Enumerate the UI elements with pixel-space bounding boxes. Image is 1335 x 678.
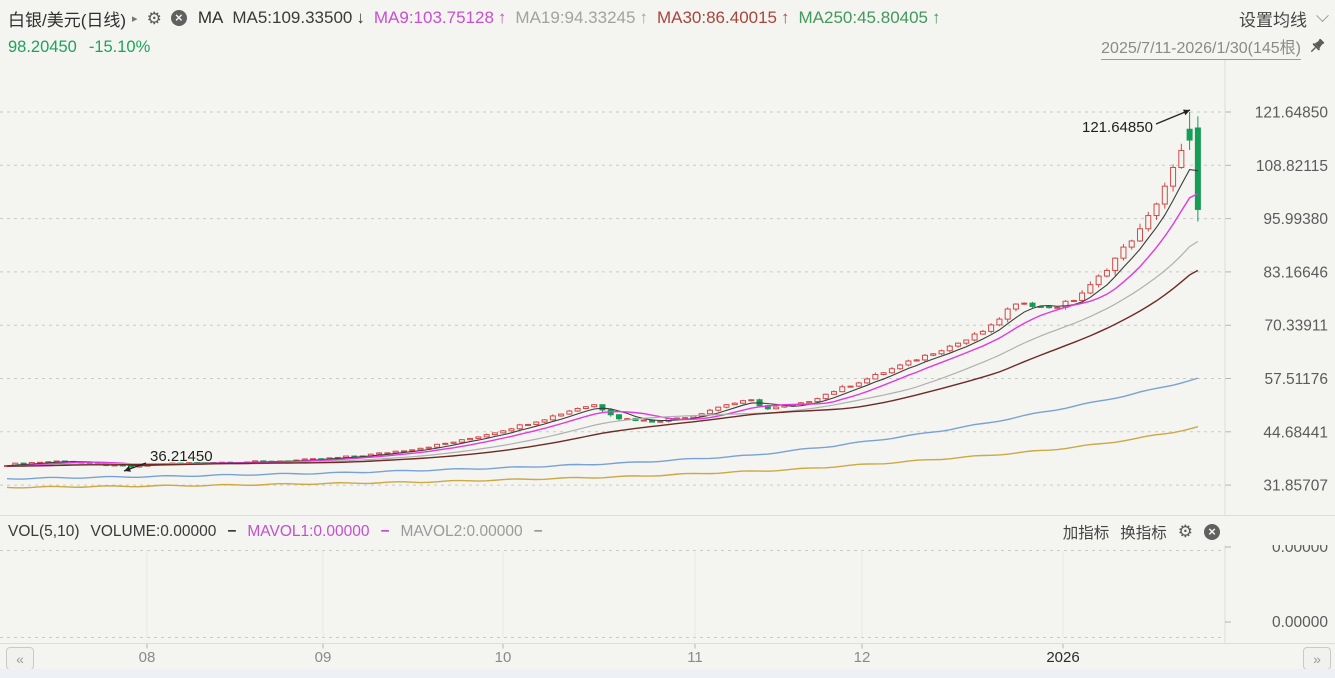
svg-text:121.64850: 121.64850 (1082, 119, 1153, 136)
vol-indicator-label: VOL(5,10) (8, 522, 80, 540)
svg-text:0.00000: 0.00000 (1272, 614, 1328, 631)
volume-close-icon[interactable]: × (1204, 523, 1220, 540)
volume-gear-icon[interactable]: ⚙ (1177, 522, 1193, 541)
ma-settings-button[interactable]: 设置均线 (1239, 10, 1307, 30)
svg-text:44.68441: 44.68441 (1263, 424, 1328, 441)
ma19-legend: MA19:94.33245 ↑ (515, 8, 648, 28)
svg-text:70.33911: 70.33911 (1265, 318, 1329, 335)
volume-header: VOL(5,10) VOLUME:0.00000 − MAVOL1:0.0000… (8, 518, 1220, 545)
add-indicator-button[interactable]: 加指标 (1062, 524, 1110, 542)
svg-text:12: 12 (854, 649, 871, 666)
volume-pane[interactable]: 08 09 10 11 12 2026 0.00000 0.00000 (0, 545, 1335, 678)
pin-icon[interactable] (1307, 37, 1327, 57)
candlestick-chart[interactable]: 121.64850 108.82115 95.99380 83.16646 70.339… (0, 60, 1335, 515)
ma30-value: MA30:86.40015 (656, 8, 778, 27)
ma19-value: MA19:94.33245 (515, 8, 636, 27)
ma5-value: MA5:109.33500 (232, 8, 353, 27)
chevron-down-icon[interactable] (1316, 8, 1329, 22)
visible-date-range[interactable]: 2025/7/11-2026/1/30(145根) (1101, 34, 1301, 60)
ma30-legend: MA30:86.40015 ↑ (657, 8, 790, 28)
volume-dash-icon: − (227, 522, 237, 540)
symbol-expand-caret-icon[interactable]: ▸ (132, 12, 138, 25)
ma-group-label: MA (197, 8, 224, 27)
ma19-trend-arrow-icon: ↑ (639, 8, 648, 27)
change-percent: -15.10% (88, 37, 151, 56)
pane-separator (0, 515, 1335, 516)
ma30-trend-arrow-icon: ↑ (781, 8, 790, 27)
last-price: 98.20450 (8, 37, 77, 56)
ma9-legend: MA9:103.75128 ↑ (374, 8, 507, 28)
svg-text:08: 08 (139, 649, 156, 666)
ma250-value: MA250:45.80405 (798, 8, 929, 27)
svg-text:95.99380: 95.99380 (1263, 211, 1328, 228)
svg-text:0.00000: 0.00000 (1272, 545, 1328, 556)
svg-text:31.85707: 31.85707 (1263, 478, 1328, 495)
svg-text:57.51176: 57.51176 (1265, 371, 1329, 388)
ma5-legend: MA5:109.33500 ↓ (232, 8, 365, 28)
mavol1-dash-icon: − (380, 522, 390, 540)
ma9-value: MA9:103.75128 (373, 8, 494, 27)
svg-text:121.64850: 121.64850 (1255, 105, 1329, 122)
ma9-trend-arrow-icon: ↑ (497, 8, 507, 27)
mavol2-dash-icon: − (533, 522, 543, 540)
mavol1-value: MAVOL1:0.00000 (247, 522, 370, 540)
price-row: 98.20450 -15.10% 2025/7/11-2026/1/30(145… (8, 34, 1327, 60)
switch-indicator-button[interactable]: 换指标 (1120, 524, 1167, 542)
svg-text:2026: 2026 (1046, 649, 1079, 666)
svg-text:10: 10 (495, 649, 512, 666)
scroll-left-button[interactable]: « (6, 647, 34, 670)
ma250-legend: MA250:45.80405 ↑ (799, 8, 941, 28)
chart-header: 白银/美元(日线) ▸ ⚙ × MA MA5:109.33500 ↓ MA9:1… (8, 5, 1329, 31)
svg-text:36.21450: 36.21450 (150, 448, 213, 465)
svg-text:108.82115: 108.82115 (1256, 158, 1328, 175)
volume-value: VOLUME:0.00000 (90, 522, 217, 540)
symbol-title[interactable]: 白银/美元(日线) (8, 10, 127, 30)
ma5-trend-arrow-icon: ↓ (356, 8, 365, 27)
svg-text:83.16646: 83.16646 (1263, 264, 1328, 281)
indicator-gear-icon[interactable]: ⚙ (146, 8, 162, 28)
svg-text:11: 11 (687, 649, 703, 666)
ma250-trend-arrow-icon: ↑ (932, 8, 941, 27)
bottom-strip (0, 669, 1335, 678)
mavol2-value: MAVOL2:0.00000 (400, 522, 523, 540)
svg-text:09: 09 (315, 649, 332, 666)
scroll-right-button[interactable]: » (1303, 647, 1331, 670)
indicator-close-icon[interactable]: × (170, 10, 187, 26)
